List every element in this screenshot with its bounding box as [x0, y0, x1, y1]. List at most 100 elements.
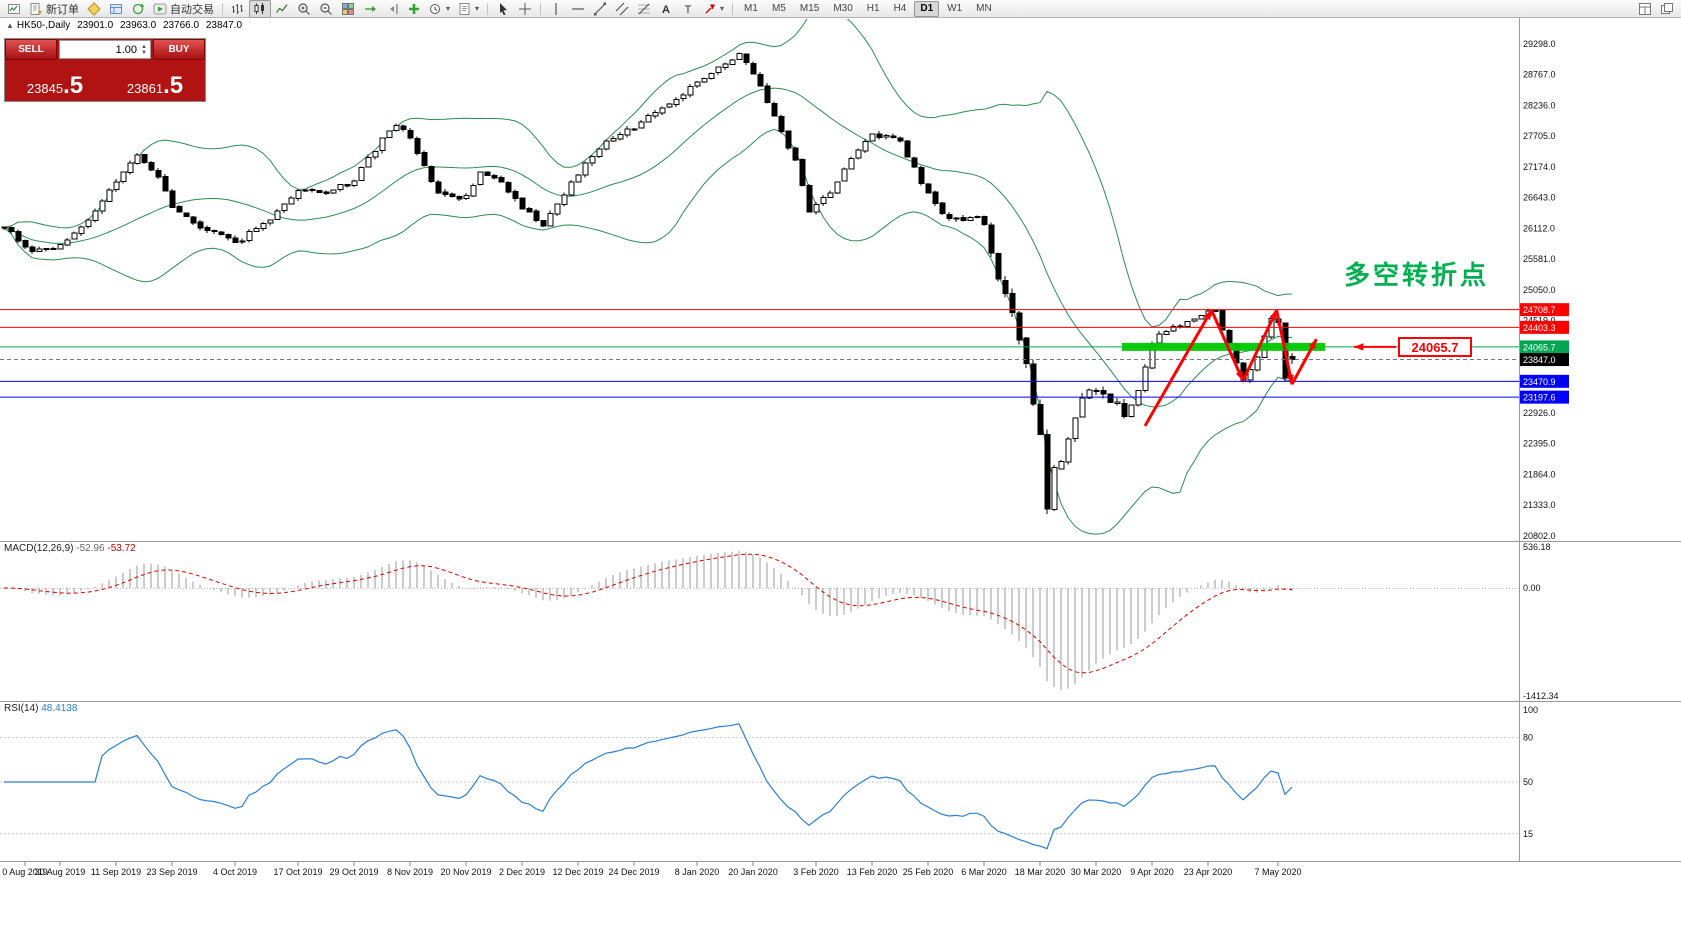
svg-text:22926.0: 22926.0: [1523, 408, 1556, 418]
quote-close: 23847.0: [205, 20, 243, 31]
label-icon[interactable]: T: [677, 0, 699, 18]
svg-text:20802.0: 20802.0: [1523, 531, 1556, 541]
svg-text:29298.0: 29298.0: [1523, 39, 1556, 49]
svg-text:13 Feb 2020: 13 Feb 2020: [847, 867, 898, 877]
auto-scroll-icon[interactable]: [359, 0, 381, 18]
new-chart-icon[interactable]: [3, 0, 25, 18]
channel-icon[interactable]: [611, 0, 633, 18]
volume-value[interactable]: 1.00: [115, 43, 137, 56]
refresh-icon[interactable]: [127, 0, 149, 18]
candlestick-icon[interactable]: [249, 0, 271, 18]
trendline-icon[interactable]: [589, 0, 611, 18]
chart-quote-line: ▲ HK50-,Daily 23901.0 23963.0 23766.0 238…: [6, 20, 246, 31]
svg-text:25050.0: 25050.0: [1523, 285, 1556, 295]
autotrading-label: 自动交易: [170, 3, 214, 16]
svg-text:26643.0: 26643.0: [1523, 193, 1556, 203]
svg-text:30 Aug 2019: 30 Aug 2019: [35, 867, 86, 877]
toolbar-separator: [487, 2, 489, 15]
turning-point-annotation[interactable]: 多空转折点: [1344, 260, 1490, 290]
macd-signal-value: -53.72: [107, 543, 136, 554]
bar-chart-icon[interactable]: [227, 0, 249, 18]
one-click-trading-panel: SELL 1.00 ▲ ▼ BUY 23845.5 23861.5: [4, 38, 206, 102]
volume-decrease-icon[interactable]: ▼: [141, 49, 147, 56]
svg-text:20 Jan 2020: 20 Jan 2020: [728, 867, 778, 877]
horizontal-line-icon[interactable]: [567, 0, 589, 18]
svg-text:11 Sep 2019: 11 Sep 2019: [91, 867, 141, 877]
line-chart-icon[interactable]: [271, 0, 293, 18]
timeframe-m1[interactable]: M1: [744, 2, 758, 14]
svg-text:24403.3: 24403.3: [1523, 323, 1556, 333]
svg-text:23197.6: 23197.6: [1523, 393, 1556, 403]
buy-price-main: 23861: [126, 81, 164, 96]
svg-text:0 Aug 2019: 0 Aug 2019: [2, 867, 48, 877]
buy-price[interactable]: 23861.5: [105, 60, 205, 101]
templates-icon[interactable]: ▾: [454, 0, 483, 18]
svg-text:17 Oct 2019: 17 Oct 2019: [273, 867, 322, 877]
text-icon[interactable]: A: [655, 0, 677, 18]
timeframe-m5[interactable]: M5: [771, 2, 786, 14]
quote-high: 23963.0: [120, 20, 157, 31]
main-toolbar: 新订单 自动交易 ▾ ▾ A T ▾ M1 M5 M15 M30 H1 H4 D…: [0, 0, 1681, 18]
window-cascade-icon[interactable]: [1656, 0, 1678, 18]
svg-text:29 Oct 2019: 29 Oct 2019: [329, 867, 378, 877]
rsi-indicator-label: RSI(14) 48.4138: [4, 703, 77, 714]
volume-input[interactable]: 1.00 ▲ ▼: [59, 40, 151, 59]
buy-button[interactable]: BUY: [153, 39, 205, 60]
timeframe-h1[interactable]: H1: [866, 2, 880, 14]
timeframe-m15[interactable]: M15: [799, 2, 820, 14]
market-watch-icon[interactable]: [105, 0, 127, 18]
svg-text:22395.0: 22395.0: [1523, 439, 1556, 449]
svg-text:21333.0: 21333.0: [1523, 500, 1556, 510]
svg-text:80: 80: [1523, 733, 1533, 743]
svg-text:28236.0: 28236.0: [1523, 100, 1556, 110]
price-callout[interactable]: 24065.7: [1398, 337, 1472, 357]
periods-icon[interactable]: ▾: [425, 0, 454, 18]
timeframe-m30[interactable]: M30: [833, 2, 853, 14]
crosshair-icon[interactable]: [514, 0, 536, 18]
zoom-out-icon[interactable]: [315, 0, 337, 18]
svg-text:536.18: 536.18: [1523, 542, 1551, 552]
timeframe-mn[interactable]: MN: [976, 2, 992, 14]
autotrading-button[interactable]: 自动交易: [149, 0, 218, 18]
vertical-line-icon[interactable]: [545, 0, 567, 18]
svg-text:0.00: 0.00: [1523, 583, 1541, 593]
one-click-toggle-icon[interactable]: ▲: [6, 21, 14, 30]
svg-text:A: A: [662, 4, 670, 16]
cursor-icon[interactable]: [492, 0, 514, 18]
tile-windows-icon[interactable]: [337, 0, 359, 18]
svg-text:12 Dec 2019: 12 Dec 2019: [552, 867, 603, 877]
rsi-value: 48.4138: [41, 703, 78, 714]
toolbar-separator: [222, 2, 223, 15]
metaeditor-icon[interactable]: [83, 0, 105, 18]
svg-text:25581.0: 25581.0: [1523, 254, 1556, 264]
timeframe-d1[interactable]: D1: [914, 0, 940, 17]
svg-text:23 Apr 2020: 23 Apr 2020: [1184, 867, 1233, 877]
volume-increase-icon[interactable]: ▲: [141, 43, 147, 50]
quote-low: 23766.0: [162, 20, 200, 31]
macd-name: MACD(12,26,9): [4, 543, 74, 554]
arrow-tool-icon[interactable]: ▾: [699, 0, 728, 18]
svg-text:30 Mar 2020: 30 Mar 2020: [1071, 867, 1122, 877]
sell-button[interactable]: SELL: [5, 39, 57, 60]
svg-text:26112.0: 26112.0: [1523, 223, 1555, 233]
timeframe-w1[interactable]: W1: [947, 2, 963, 14]
price-callout-value: 24065.7: [1411, 339, 1459, 355]
svg-text:4 Oct 2019: 4 Oct 2019: [213, 867, 257, 877]
indicators-icon[interactable]: [403, 0, 425, 18]
sell-price[interactable]: 23845.5: [5, 60, 105, 101]
timeframe-h4[interactable]: H4: [893, 2, 907, 14]
chart-shift-icon[interactable]: [381, 0, 403, 18]
svg-text:23847.0: 23847.0: [1523, 355, 1556, 365]
macd-indicator-label: MACD(12,26,9) -52.96 -53.72: [4, 543, 136, 554]
buy-price-fraction: .5: [163, 72, 184, 99]
quote-open: 23901.0: [77, 20, 114, 31]
svg-text:23 Sep 2019: 23 Sep 2019: [146, 867, 197, 877]
sell-price-main: 23845: [26, 81, 64, 96]
arrange-windows-icon[interactable]: [1634, 0, 1656, 18]
svg-text:3 Feb 2020: 3 Feb 2020: [793, 867, 839, 877]
svg-text:6 Mar 2020: 6 Mar 2020: [961, 867, 1007, 877]
new-order-button[interactable]: 新订单: [25, 0, 83, 18]
fibonacci-icon[interactable]: [633, 0, 655, 18]
zoom-in-icon[interactable]: [293, 0, 315, 18]
